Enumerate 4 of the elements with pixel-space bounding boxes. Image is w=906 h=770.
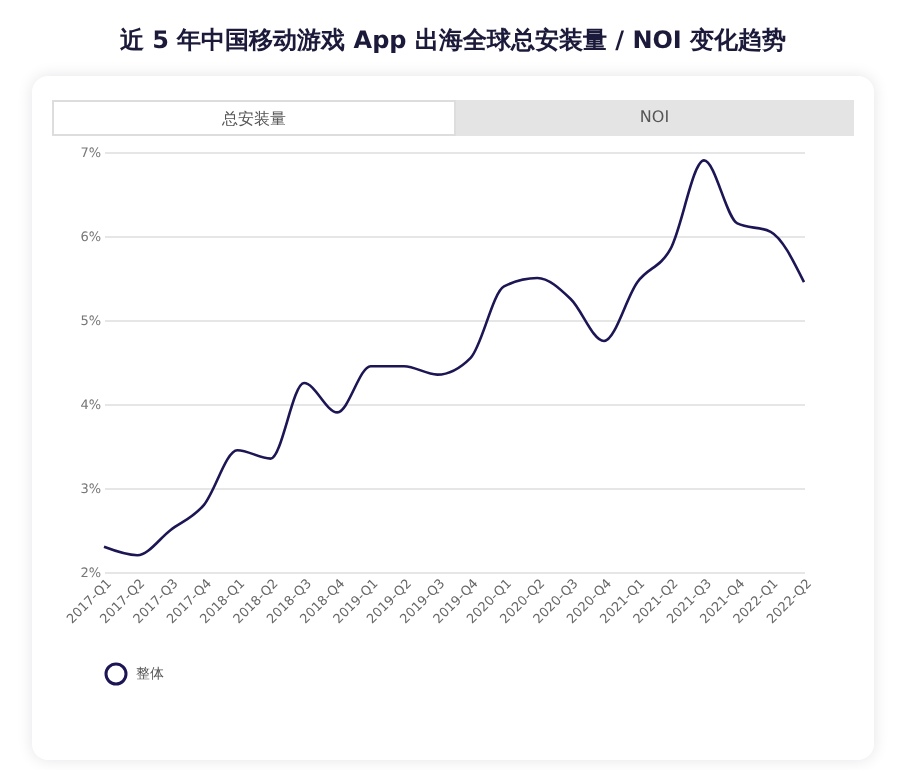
text: 总安装量	[52, 100, 455, 136]
text: NOI	[455, 100, 854, 136]
line-series	[102, 159, 806, 557]
chart-title: 近 5 年中国移动游戏 App 出海全球总安装量 / NOI 变化趋势	[117, 24, 789, 58]
